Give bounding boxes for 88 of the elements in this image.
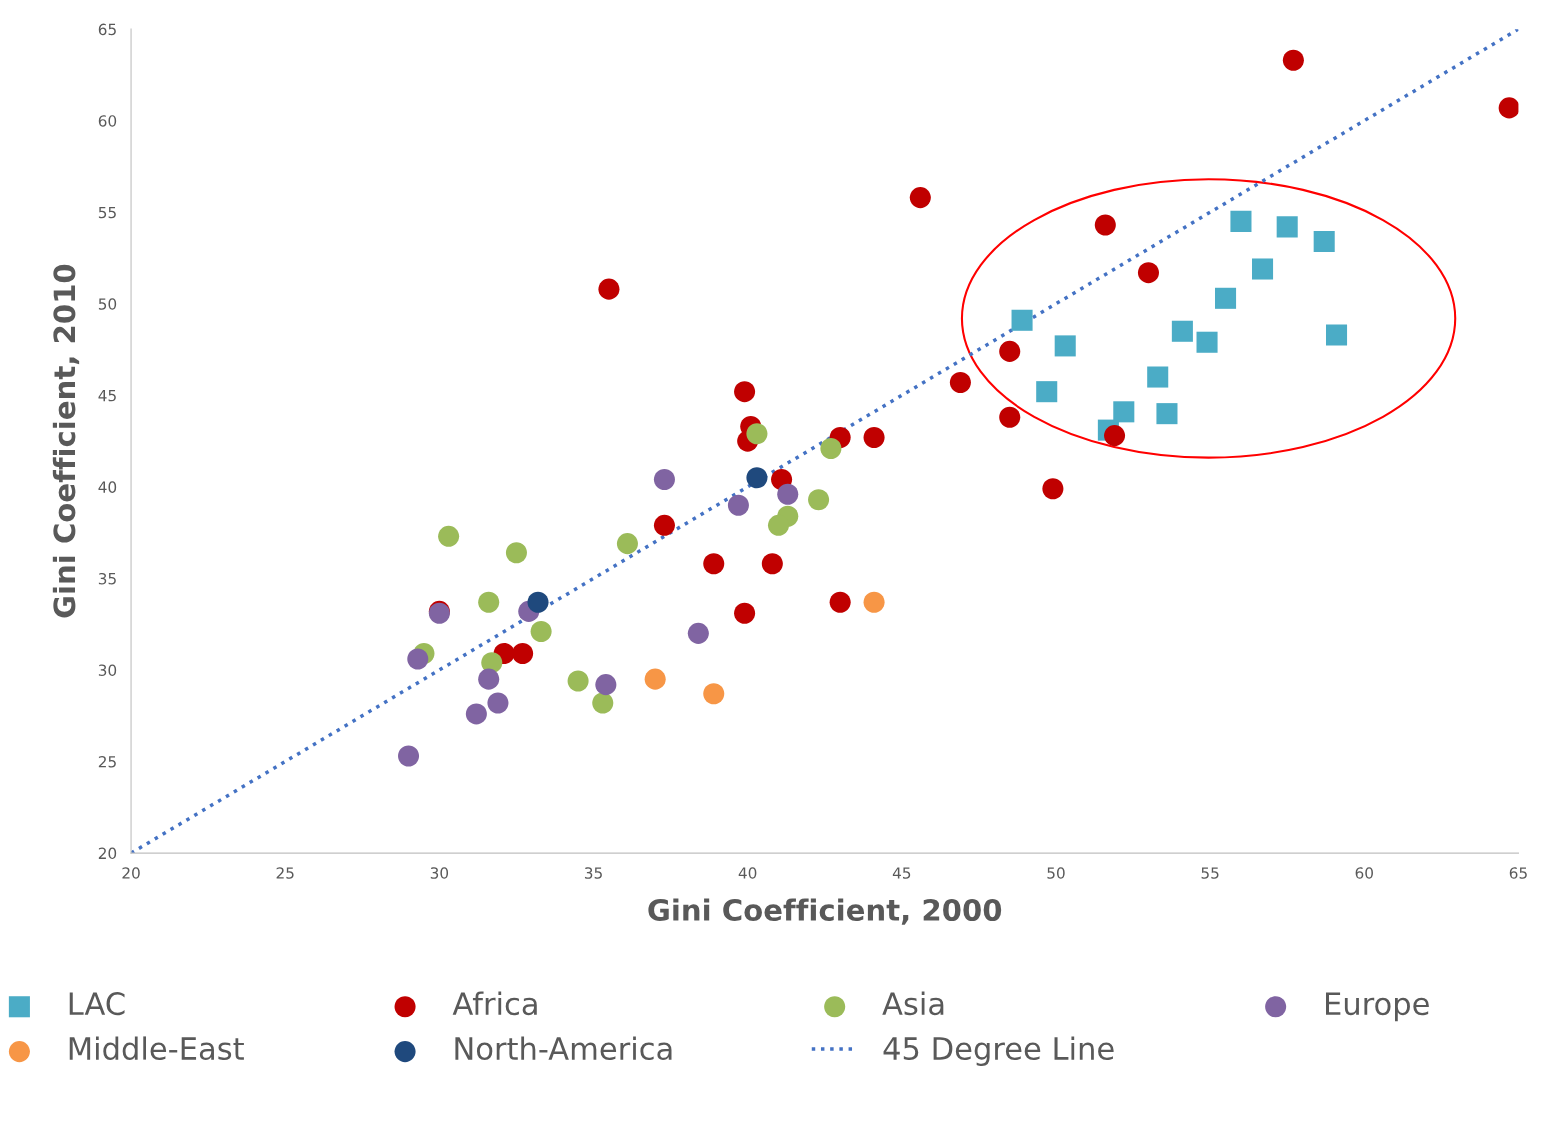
point: [1011, 309, 1033, 331]
x-tick-label: 50: [1047, 867, 1065, 879]
point: [1282, 49, 1304, 71]
x-tick-label: 45: [892, 867, 911, 879]
y-tick-label: 20: [98, 847, 117, 860]
point: [863, 426, 885, 448]
y-tick-label: 45: [98, 390, 116, 402]
point: [1196, 331, 1218, 353]
y-tick-label: 30: [98, 664, 117, 677]
point: [1137, 262, 1159, 284]
x-tick-label: 55: [1201, 867, 1219, 879]
point: [687, 622, 709, 644]
point: [1113, 401, 1135, 423]
point: [398, 745, 420, 767]
point: [465, 703, 487, 725]
point: [1042, 478, 1064, 500]
point: [1054, 335, 1076, 357]
point: [1313, 231, 1335, 253]
y-tick-label: 40: [98, 481, 117, 493]
point: [527, 591, 549, 613]
y-tick-label: 35: [98, 572, 116, 585]
point: [1156, 403, 1178, 425]
point: [616, 533, 638, 555]
point: [653, 514, 675, 536]
point: [1094, 214, 1116, 236]
point: [595, 674, 617, 696]
point: [949, 371, 971, 394]
y-axis-title: Gini Coefficient, 2010: [52, 264, 80, 618]
x-tick-label: 25: [276, 867, 294, 879]
point: [1215, 287, 1237, 309]
point: [761, 553, 783, 575]
point: [1326, 324, 1348, 346]
point: [1230, 210, 1252, 232]
x-tick-label: 35: [584, 867, 602, 879]
point: [505, 542, 527, 564]
legend-label: Middle-East: [69, 1036, 244, 1061]
point: [734, 602, 756, 624]
point: [478, 591, 500, 613]
point: [820, 437, 842, 459]
legend-label: Europe: [1326, 992, 1429, 1022]
point: [1147, 366, 1169, 388]
y-tick-label: 60: [98, 115, 117, 127]
y-tick-label: 25: [98, 756, 116, 768]
point: [999, 406, 1021, 428]
y-tick-label: 55: [98, 206, 116, 219]
legend-label: 45 Degree Line: [883, 1036, 1114, 1066]
point: [727, 494, 749, 516]
point: [746, 423, 768, 445]
legend-label: Asia: [882, 991, 944, 1016]
point: [746, 467, 768, 489]
x-tick-label: 40: [738, 867, 757, 879]
point: [829, 591, 851, 613]
point: [999, 340, 1021, 362]
point: [1498, 97, 1519, 119]
x-tick-label: 65: [1509, 867, 1527, 879]
point: [530, 621, 552, 643]
x-axis-title: Gini Coefficient, 2000: [648, 898, 1002, 925]
point: [808, 489, 830, 511]
legend-label: LAC: [69, 992, 125, 1016]
point: [598, 278, 620, 300]
point: [1036, 381, 1058, 403]
point: [734, 381, 756, 403]
point: [777, 483, 799, 505]
point: [592, 692, 614, 714]
point: [478, 668, 500, 690]
point: [407, 648, 429, 670]
point: [644, 668, 666, 690]
point: [909, 187, 931, 209]
y-tick-label: 65: [98, 23, 116, 36]
point: [567, 670, 589, 692]
point: [438, 525, 460, 547]
point: [512, 642, 534, 665]
x-tick-label: 20: [122, 867, 140, 879]
point: [653, 469, 675, 491]
point: [767, 514, 790, 536]
x-tick-label: 60: [1355, 867, 1373, 879]
point: [703, 683, 725, 705]
legend-label: North-America: [455, 1036, 672, 1061]
point: [1104, 425, 1126, 447]
y-tick-label: 50: [98, 298, 117, 310]
point: [1276, 216, 1298, 238]
point: [863, 591, 885, 613]
point: [487, 692, 509, 714]
point: [1252, 258, 1274, 280]
legend-label: Africa: [452, 991, 537, 1016]
x-tick-label: 30: [430, 867, 449, 879]
point: [1171, 320, 1193, 342]
point: [703, 553, 725, 575]
